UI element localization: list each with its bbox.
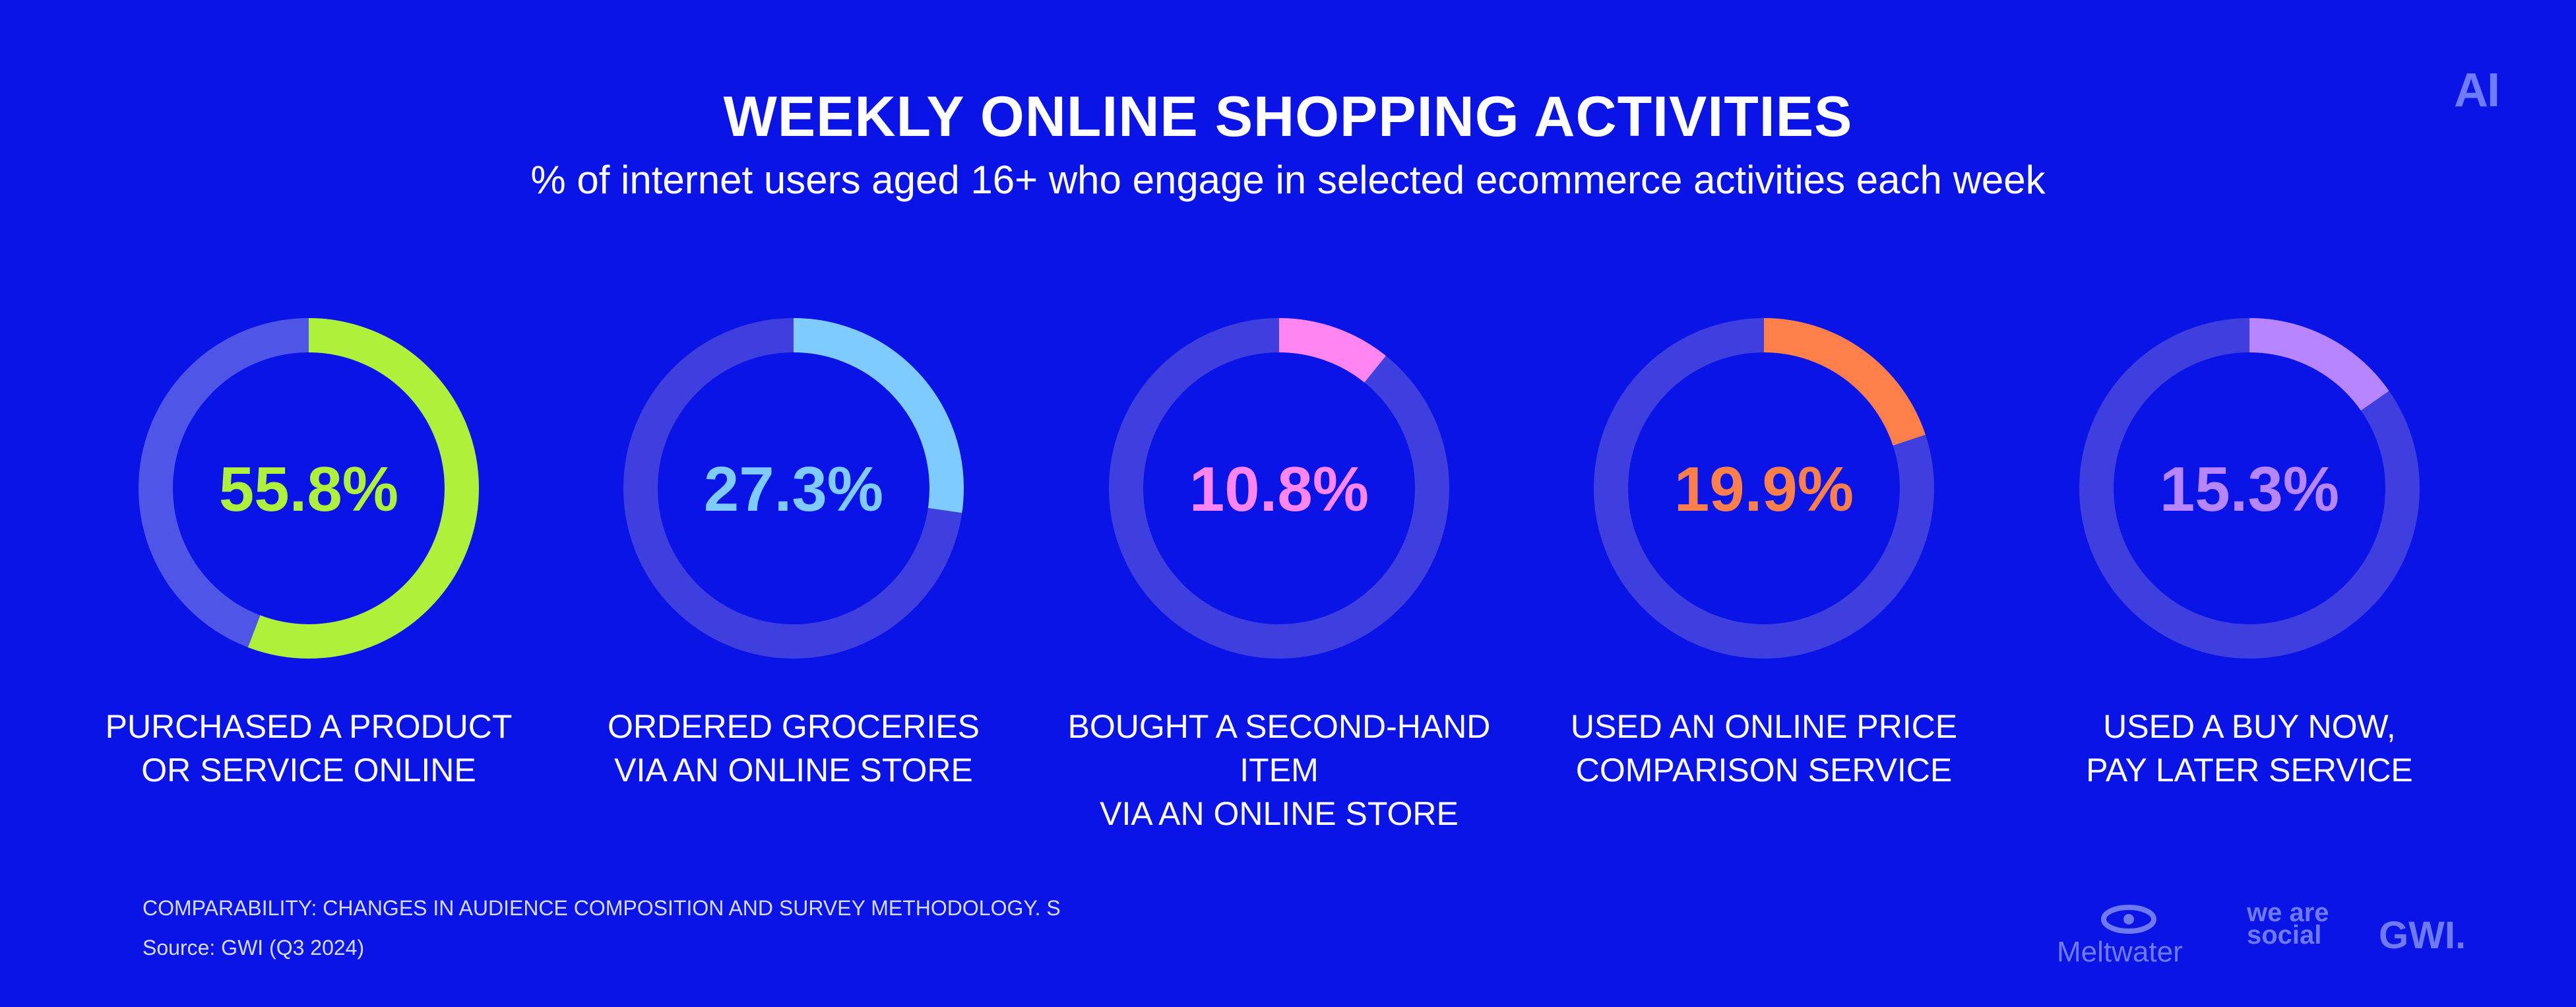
value-label: 27.3% (704, 454, 883, 525)
we-are-social-logo: we are social (2247, 898, 2329, 950)
chart-title: WEEKLY ONLINE SHOPPING ACTIVITIES (723, 85, 1853, 148)
comparability-note: COMPARABILITY: CHANGES IN AUDIENCE COMPO… (142, 896, 1061, 920)
value-label: 19.9% (1674, 454, 1854, 525)
value-label: 10.8% (1189, 454, 1369, 525)
meltwater-wordmark: Meltwater (2057, 936, 2183, 968)
gwi-logo: GWI. (2379, 914, 2466, 957)
category-label: PURCHASED A PRODUCT OR SERVICE ONLINE (105, 708, 513, 789)
donut-segment (1594, 318, 1934, 659)
category-label: BOUGHT A SECOND-HAND ITEM VIA AN ONLINE … (1067, 708, 1491, 832)
category-label: ORDERED GROCERIES VIA AN ONLINE STORE (608, 708, 980, 789)
ai-logo-icon: AI (2454, 64, 2500, 117)
value-label: 15.3% (2160, 454, 2339, 525)
value-label: 55.8% (219, 454, 398, 525)
chart-subtitle: % of internet users aged 16+ who engage … (530, 158, 2046, 202)
category-label: USED AN ONLINE PRICE COMPARISON SERVICE (1570, 708, 1958, 789)
category-label: USED A BUY NOW, PAY LATER SERVICE (2086, 708, 2413, 789)
donut-segment (139, 318, 479, 659)
source-note: Source: GWI (Q3 2024) (142, 936, 365, 959)
meltwater-mark-icon (2101, 905, 2156, 934)
donut-segment (623, 318, 964, 659)
donut-segment (1109, 318, 1449, 659)
donut-segment (2079, 318, 2420, 659)
